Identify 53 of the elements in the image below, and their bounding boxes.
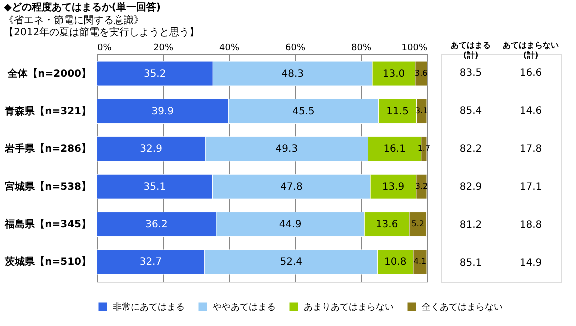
data-label: 35.2: [144, 68, 166, 80]
x-tick-label: 100%: [402, 44, 428, 54]
x-tick-label: 20%: [153, 44, 174, 54]
text: 85.4: [460, 106, 482, 117]
text: 81.2: [460, 220, 482, 231]
text: 17.1: [520, 182, 542, 193]
text: 83.5: [460, 68, 482, 79]
data-label: 5.2: [412, 220, 424, 229]
legend-label: 非常にあてはまる: [113, 302, 185, 313]
y-tick-label: 岩手県【n=286】: [4, 143, 92, 156]
data-label: 48.3: [282, 68, 304, 80]
legend-label: あまりあてはまらない: [304, 303, 394, 313]
text: 18.8: [520, 220, 542, 231]
legend-label: 全くあてはまらない: [422, 302, 503, 313]
text: あてはまらない(計): [503, 41, 559, 60]
y-tick-label: 全体【n=2000】: [7, 68, 92, 80]
text: 【2012年の夏は節電を実行しようと思う】: [4, 26, 200, 38]
x-tick-label: 40%: [219, 44, 240, 54]
data-label: 39.9: [152, 106, 174, 118]
data-label: 4.1: [414, 257, 427, 266]
y-tick-label: 茨城県【n=510】: [4, 256, 92, 268]
data-label: 11.5: [386, 106, 409, 118]
y-tick-label: 福島県【n=345】: [4, 218, 92, 231]
data-label: 52.4: [280, 257, 303, 268]
data-label: 36.2: [146, 220, 168, 231]
text: あてはまる(計): [451, 41, 491, 60]
data-label: 32.7: [140, 257, 162, 268]
text: 82.9: [460, 182, 482, 193]
text: 82.2: [460, 144, 482, 155]
data-label: 13.9: [382, 182, 405, 193]
data-label: 16.1: [384, 144, 406, 156]
text: 14.6: [520, 106, 542, 117]
x-tick-label: 0%: [98, 44, 112, 54]
y-tick-label: 青森県【n=321】: [4, 105, 92, 118]
x-tick-label: 60%: [285, 44, 306, 54]
text: 14.9: [520, 258, 542, 269]
chart-title: ◆どの程度あてはまるか(単一回答): [4, 2, 161, 14]
data-label: 45.5: [292, 106, 315, 118]
chart-subtitle: 《省エネ・節電に関する意識》: [4, 14, 144, 26]
data-label: 47.8: [280, 182, 303, 193]
legend-label: ややあてはまる: [213, 303, 276, 313]
data-label: 35.1: [144, 182, 166, 193]
data-label: 10.8: [384, 257, 407, 268]
data-label: 32.9: [140, 144, 162, 156]
data-label: 13.6: [376, 220, 398, 231]
data-label: 13.0: [382, 68, 406, 80]
y-tick-label: 宮城県【n=538】: [5, 180, 92, 193]
text: 17.8: [520, 144, 542, 155]
data-label: 44.9: [279, 220, 302, 231]
text: 16.6: [520, 68, 542, 79]
text: 85.1: [460, 258, 482, 269]
x-tick-label: 80%: [351, 44, 372, 54]
data-label: 49.3: [276, 144, 298, 156]
